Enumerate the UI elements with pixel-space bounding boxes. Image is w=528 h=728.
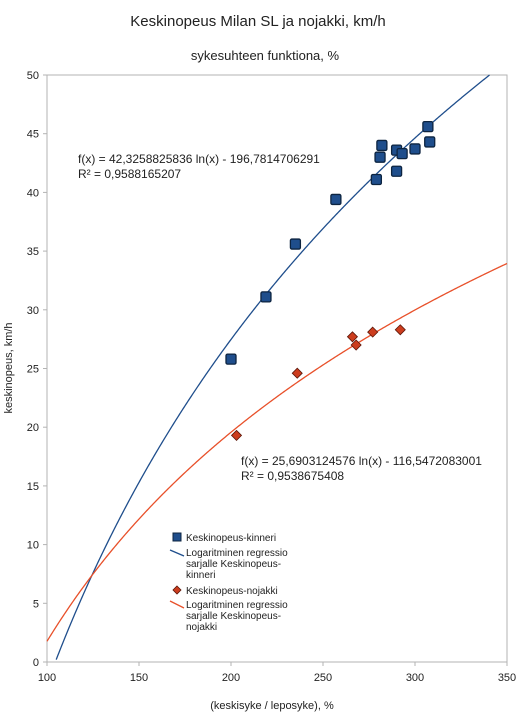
x-axis-ticks: 100 150 200 250 300 350 [38,662,516,684]
x-tick-label: 250 [314,672,332,684]
y-tick-label: 35 [27,246,39,258]
point-kinneri [289,238,302,250]
y-tick-label: 0 [33,657,39,669]
x-tick-label: 300 [406,672,424,684]
trendline-kinneri [55,74,490,660]
point-kinneri [225,353,237,365]
plot-area [46,74,508,663]
point-kinneri [424,136,436,148]
point-nojakki [394,324,406,336]
legend-label-kinneri-trend-1: Logaritminen regressio [186,548,288,559]
point-nojakki [367,326,379,338]
x-tick-label: 200 [222,672,240,684]
y-tick-label: 10 [27,540,39,552]
y-axis-title: keskinopeus, km/h [3,322,15,413]
point-kinneri [422,121,434,133]
x-axis-title: (keskisyke / leposyke), % [210,700,334,712]
point-nojakki [230,429,243,441]
x-tick-label: 150 [130,672,148,684]
point-kinneri [390,165,403,177]
legend-label-nojakki-trend-3: nojakki [186,622,217,633]
trendlines [46,74,508,660]
point-kinneri [409,143,421,155]
point-kinneri [260,291,272,303]
point-kinneri [396,148,408,160]
y-tick-label: 30 [27,305,39,317]
point-nojakki [291,367,303,379]
point-nojakki [346,331,359,343]
chart-subtitle: sykesuhteen funktiona, % [191,48,340,63]
x-tick-label: 350 [498,672,516,684]
chart-title: Keskinopeus Milan SL ja nojakki, km/h [130,13,385,30]
legend-line-kinneri-trend [169,549,185,557]
point-kinneri [376,139,388,152]
legend-label-nojakki-trend-2: sarjalle Keskinopeus- [186,611,281,622]
y-tick-label: 40 [27,187,39,199]
legend-line-nojakki-trend [169,600,185,609]
r2-nojakki: R² = 0,9538675408 [241,469,344,483]
r2-kinneri: R² = 0,9588165207 [78,167,181,181]
y-tick-label: 5 [33,598,39,610]
data-markers [225,121,436,441]
trendline-nojakki [46,262,508,642]
y-tick-label: 45 [27,129,39,141]
legend-label-kinneri-trend-2: sarjalle Keskinopeus- [186,559,281,570]
x-tick-label: 100 [38,672,56,684]
point-kinneri [370,173,383,186]
equation-nojakki: f(x) = 25,6903124576 ln(x) - 116,5472083… [241,454,482,468]
legend-label-kinneri: Keskinopeus-kinneri [186,533,276,544]
y-tick-label: 15 [27,481,39,493]
legend-label-kinneri-trend-3: kinneri [186,570,215,581]
legend-marker-nojakki [172,585,182,595]
legend-label-nojakki-trend-1: Logaritminen regressio [186,600,288,611]
point-nojakki [350,339,362,351]
y-tick-label: 25 [27,364,39,376]
y-tick-label: 50 [27,70,39,82]
y-axis-ticks: 0 5 10 15 20 25 30 35 40 45 50 [27,70,47,669]
legend-marker-kinneri [172,532,182,542]
point-kinneri [374,151,386,163]
point-kinneri [330,193,342,206]
y-tick-label: 20 [27,422,39,434]
legend: Keskinopeus-kinneri Logaritminen regress… [169,532,288,633]
legend-label-nojakki: Keskinopeus-nojakki [186,586,278,597]
equation-kinneri: f(x) = 42,3258825836 ln(x) - 196,7814706… [78,152,320,166]
